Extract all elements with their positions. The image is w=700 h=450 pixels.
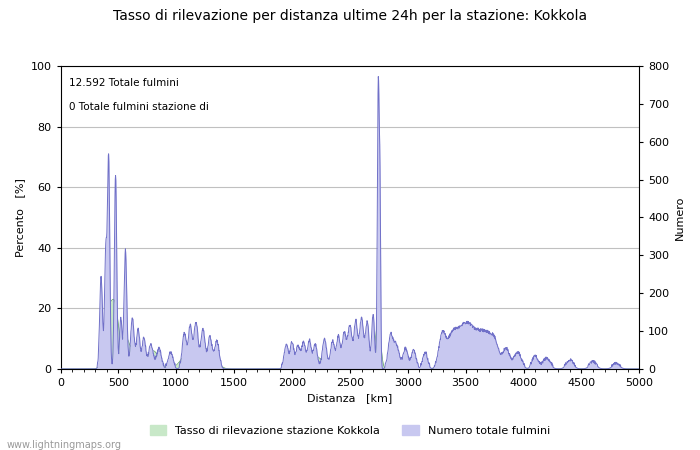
- Text: Tasso di rilevazione per distanza ultime 24h per la stazione: Kokkola: Tasso di rilevazione per distanza ultime…: [113, 9, 587, 23]
- Text: 12.592 Totale fulmini: 12.592 Totale fulmini: [69, 78, 179, 88]
- Y-axis label: Percento   [%]: Percento [%]: [15, 178, 25, 257]
- X-axis label: Distanza   [km]: Distanza [km]: [307, 393, 393, 404]
- Legend: Tasso di rilevazione stazione Kokkola, Numero totale fulmini: Tasso di rilevazione stazione Kokkola, N…: [146, 420, 554, 440]
- Y-axis label: Numero: Numero: [675, 195, 685, 240]
- Text: www.lightningmaps.org: www.lightningmaps.org: [7, 440, 122, 450]
- Text: 0 Totale fulmini stazione di: 0 Totale fulmini stazione di: [69, 102, 209, 112]
